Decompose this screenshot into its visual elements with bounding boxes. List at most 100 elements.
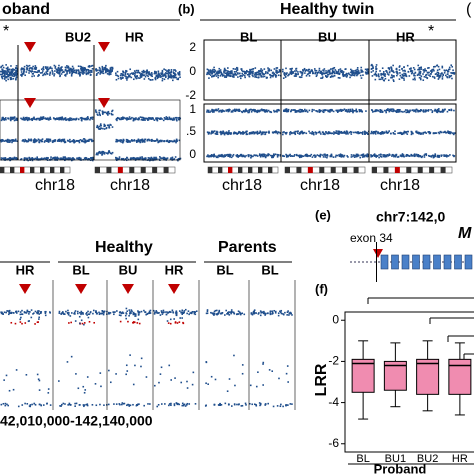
- dot: [273, 111, 276, 113]
- dot: [29, 311, 31, 313]
- dot: [235, 108, 238, 111]
- dot: [449, 154, 451, 156]
- dot: [225, 309, 228, 312]
- group-label: Healthy: [95, 239, 153, 256]
- dot: [47, 388, 50, 390]
- dot: [209, 69, 212, 71]
- dot: [277, 131, 280, 133]
- exon: [401, 254, 410, 270]
- dot: [162, 157, 164, 160]
- dot: [337, 72, 339, 74]
- dot: [402, 154, 405, 156]
- dot: [28, 313, 30, 315]
- dot: [159, 373, 162, 375]
- dot: [51, 69, 53, 72]
- dot: [272, 155, 275, 158]
- dot: [380, 156, 383, 158]
- dot: [73, 312, 75, 315]
- dot: [126, 310, 129, 313]
- dot: [110, 152, 113, 155]
- dot: [116, 140, 118, 142]
- dot: [240, 133, 242, 135]
- dot: [166, 320, 169, 322]
- dot: [175, 118, 178, 121]
- dot: [177, 158, 179, 161]
- dot: [125, 373, 127, 376]
- dot: [419, 154, 421, 157]
- dot: [70, 74, 73, 77]
- dot: [70, 117, 73, 120]
- dot: [65, 158, 67, 161]
- dot: [34, 404, 37, 406]
- dot: [405, 111, 408, 114]
- dot: [392, 64, 394, 67]
- dot: [78, 315, 81, 318]
- dot: [290, 71, 293, 74]
- dot: [397, 155, 400, 158]
- dot: [139, 158, 141, 161]
- dot: [131, 139, 133, 141]
- dot: [253, 110, 256, 112]
- dot: [98, 125, 101, 128]
- dot: [28, 72, 30, 74]
- dot: [20, 313, 23, 315]
- dot: [235, 313, 238, 316]
- dot: [407, 71, 410, 73]
- dot: [114, 311, 116, 313]
- dot: [87, 117, 90, 120]
- dot: [285, 372, 288, 375]
- dot: [178, 73, 181, 76]
- dot: [143, 140, 146, 143]
- dot: [147, 77, 150, 80]
- dot: [275, 74, 278, 77]
- dot: [424, 68, 426, 70]
- dot: [300, 154, 302, 157]
- dot: [401, 154, 404, 156]
- dot: [322, 156, 325, 158]
- tick-label: .5: [186, 124, 196, 138]
- dot: [150, 72, 153, 74]
- dot: [43, 141, 46, 143]
- dot: [406, 64, 409, 67]
- dot: [238, 155, 241, 157]
- dot: [295, 68, 297, 70]
- dot: [253, 403, 256, 406]
- dot: [108, 69, 111, 72]
- dot: [120, 314, 122, 317]
- dot: [393, 75, 395, 77]
- dot: [163, 68, 165, 71]
- dot: [422, 79, 425, 82]
- dot: [447, 130, 449, 133]
- dot: [320, 71, 322, 74]
- dot: [25, 140, 28, 142]
- dot: [349, 130, 352, 133]
- dot: [92, 312, 94, 315]
- dot: [110, 68, 112, 71]
- dot: [6, 140, 8, 143]
- dot: [314, 71, 317, 74]
- dot: [95, 74, 98, 77]
- dot: [300, 71, 303, 73]
- dot: [115, 72, 117, 75]
- dot: [166, 118, 169, 121]
- dot: [339, 108, 342, 111]
- dot: [391, 76, 394, 79]
- frame: [203, 39, 457, 101]
- dot: [145, 71, 148, 73]
- dot: [436, 75, 438, 77]
- dot: [3, 140, 6, 142]
- dot: [324, 156, 327, 158]
- dot: [218, 110, 220, 113]
- dot: [366, 69, 368, 71]
- region-label: 42,010,000-142,140,000: [0, 413, 153, 429]
- dot: [173, 140, 175, 143]
- dot: [19, 313, 22, 316]
- dot: [32, 65, 34, 68]
- dot: [302, 132, 304, 134]
- dot: [253, 311, 256, 314]
- dot: [391, 155, 393, 157]
- dot: [206, 309, 209, 311]
- ideogram-band: [417, 167, 423, 173]
- dot: [436, 71, 439, 74]
- dot: [446, 110, 449, 113]
